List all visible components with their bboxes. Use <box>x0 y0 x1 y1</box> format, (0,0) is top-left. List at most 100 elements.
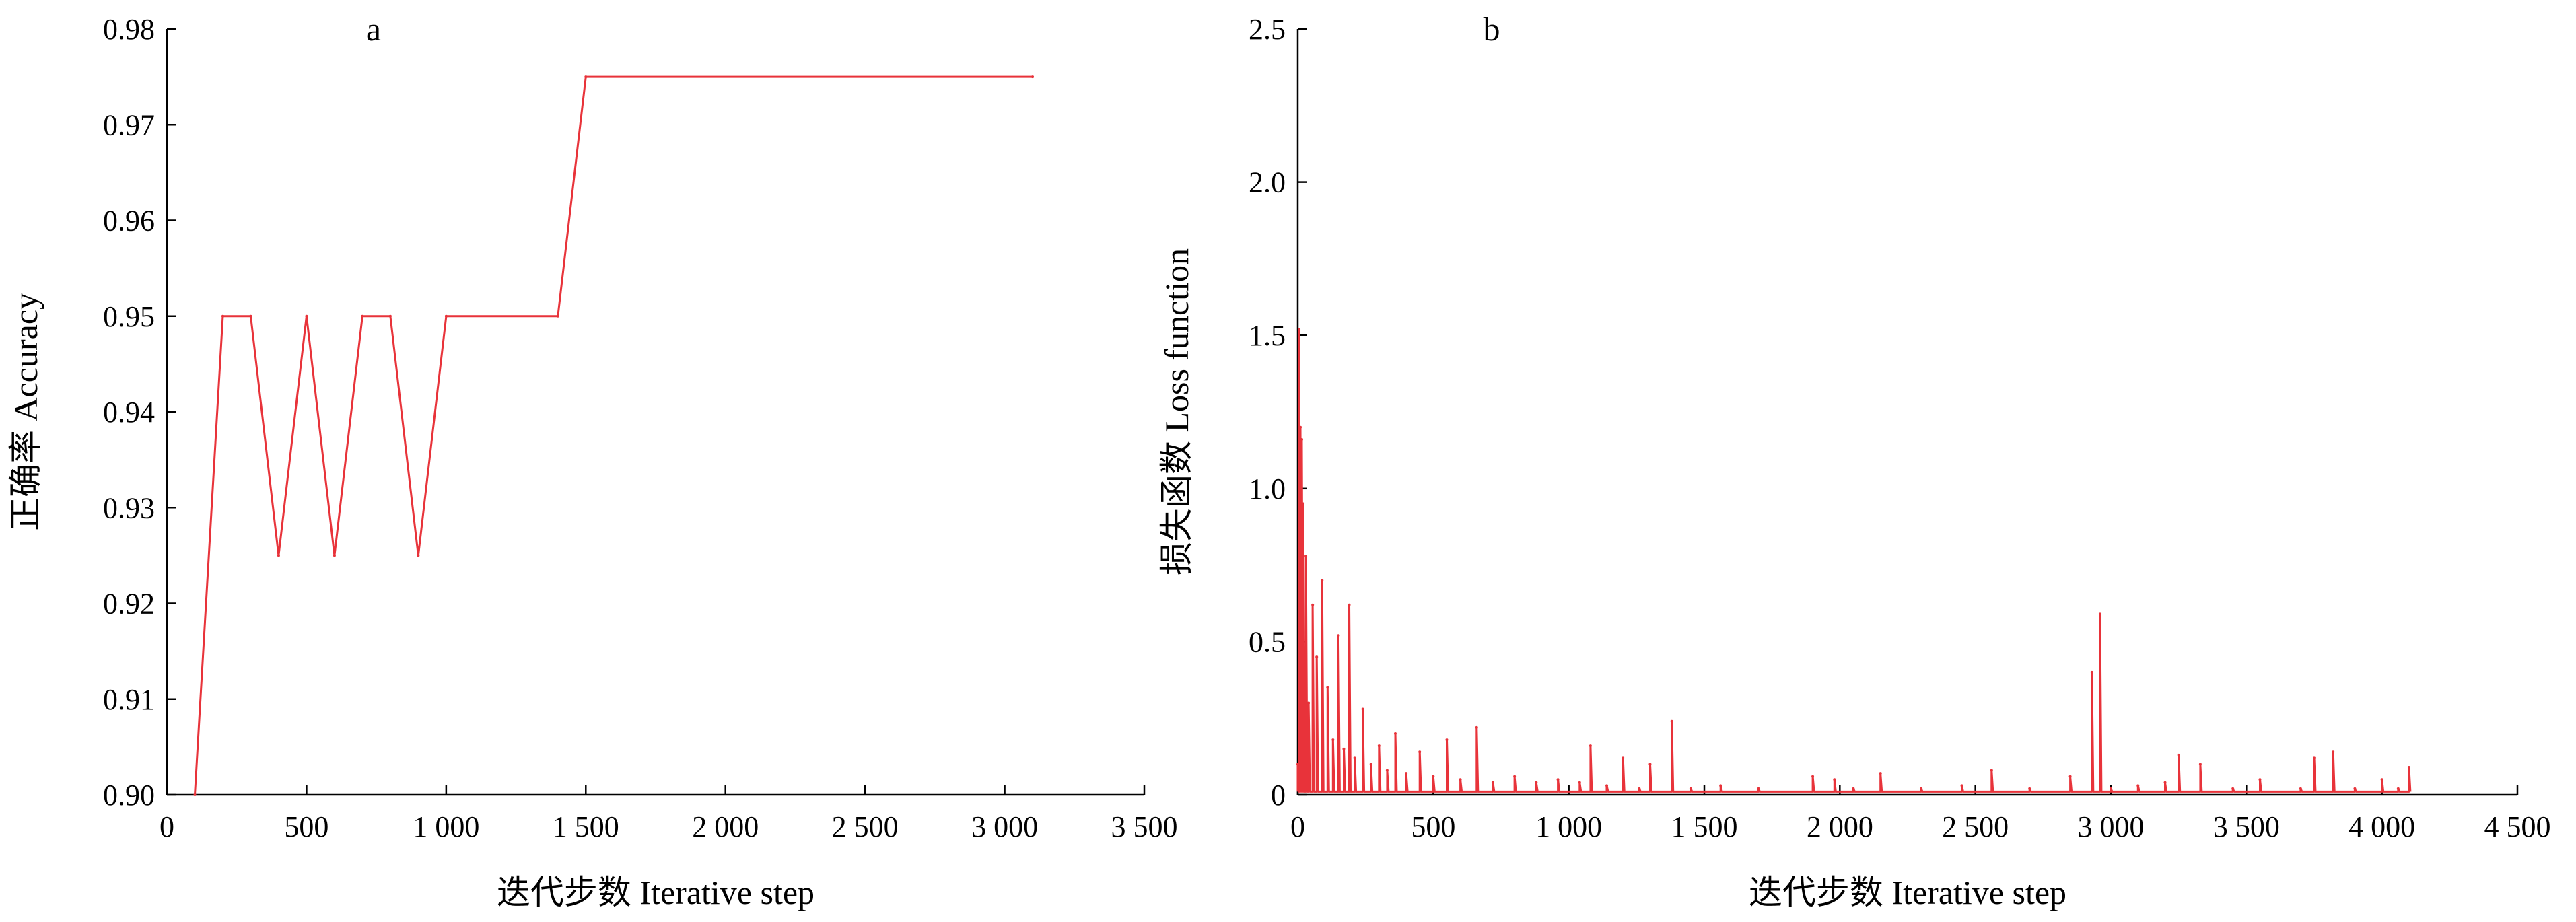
loss-point <box>1315 655 1319 659</box>
x-tick-label: 2 500 <box>1942 810 2009 843</box>
x-tick-label: 0 <box>160 810 174 843</box>
y-tick-label: 0.93 <box>103 491 155 524</box>
accuracy-point <box>277 554 280 557</box>
loss-point <box>1321 579 1324 582</box>
loss-point <box>1377 744 1381 748</box>
accuracy-point <box>193 793 197 796</box>
loss-point <box>1385 769 1389 772</box>
loss-point <box>2396 787 2400 790</box>
loss-point <box>2090 670 2093 674</box>
x-tick-label: 0 <box>1290 810 1305 843</box>
loss-point <box>2299 787 2302 790</box>
loss-point <box>1757 787 1760 790</box>
x-tick-label: 2 000 <box>692 810 759 843</box>
loss-point <box>2380 778 2383 781</box>
y-tick-label: 0.5 <box>1249 625 1286 658</box>
loss-point <box>1852 787 1855 790</box>
loss-point <box>1361 707 1364 711</box>
loss-point <box>1300 437 1304 441</box>
loss-line <box>1296 328 2412 793</box>
loss-point <box>2258 778 2262 781</box>
loss-point <box>1307 701 1311 705</box>
loss-point <box>1578 781 1581 784</box>
accuracy-point <box>584 75 588 79</box>
loss-point <box>1459 778 1462 781</box>
loss-point <box>2332 750 2335 754</box>
accuracy-point <box>388 314 392 318</box>
loss-point <box>1348 603 1351 606</box>
loss-point <box>2407 766 2410 769</box>
accuracy-point <box>249 314 252 318</box>
y-tick-label: 1.0 <box>1249 472 1286 505</box>
accuracy-point <box>444 314 448 318</box>
y-tick-label: 2.0 <box>1249 166 1286 199</box>
accuracy-point <box>361 314 364 318</box>
x-axis-title: 迭代步数 Iterative step <box>497 874 814 911</box>
loss-point <box>1445 738 1449 742</box>
loss-point <box>1960 784 1963 787</box>
loss-point <box>2110 787 2112 790</box>
loss-point <box>1638 787 1641 790</box>
y-tick-label: 2.5 <box>1249 13 1286 46</box>
loss-point <box>1311 603 1315 606</box>
x-tick-label: 1 500 <box>553 810 619 843</box>
loss-point <box>1833 778 1836 781</box>
loss-point <box>1326 686 1329 689</box>
loss-point <box>1920 787 1923 790</box>
loss-point <box>1369 763 1372 766</box>
loss-point <box>1405 772 1408 775</box>
loss-point <box>1589 744 1592 748</box>
loss-point <box>1605 784 1609 787</box>
panel-label: a <box>366 10 381 48</box>
loss-point <box>1811 775 1815 778</box>
loss-point <box>1513 775 1517 778</box>
x-tick-label: 500 <box>1411 810 1455 843</box>
loss-point <box>1990 769 1993 772</box>
x-tick-label: 1 500 <box>1671 810 1738 843</box>
y-tick-label: 0.94 <box>103 396 155 429</box>
loss-point <box>2198 763 2202 766</box>
loss-point <box>1491 781 1494 784</box>
accuracy-point <box>417 554 420 557</box>
y-tick-label: 0 <box>1271 779 1286 812</box>
loss-point <box>1299 425 1302 429</box>
loss-point <box>1719 784 1722 787</box>
chart-panel-b: 0 0.5 1.0 1.5 2.0 2.5 0 500 1 000 1 500 2 000 2 500… <box>1158 10 2551 911</box>
y-axis-title: 正确率 Accuracy <box>7 293 44 531</box>
loss-point <box>1298 328 1301 331</box>
loss-point <box>1296 763 1299 766</box>
loss-point <box>1393 732 1397 735</box>
accuracy-line <box>194 75 1033 795</box>
x-axis-title: 迭代步数 Iterative step <box>1749 874 2066 911</box>
accuracy-point <box>305 314 308 318</box>
loss-point <box>1535 781 1538 784</box>
x-tick-label: 1 000 <box>1535 810 1602 843</box>
loss-point <box>1622 756 1625 760</box>
x-tick-label: 3 500 <box>2213 810 2280 843</box>
loss-point <box>2068 775 2072 778</box>
accuracy-point <box>556 314 559 318</box>
y-tick-label: 0.95 <box>103 300 155 333</box>
accuracy-point <box>1031 75 1035 79</box>
y-axis-title: 损失函数 Loss function <box>1158 248 1195 575</box>
x-tick-label: 2 500 <box>832 810 899 843</box>
x-tick-label: 500 <box>284 810 328 843</box>
x-tick-label: 4 000 <box>2348 810 2415 843</box>
y-tick-label: 0.92 <box>103 588 155 620</box>
loss-point <box>2163 781 2167 784</box>
accuracy-point <box>333 554 336 557</box>
x-tick-label: 1 000 <box>413 810 479 843</box>
loss-point <box>2231 787 2235 790</box>
loss-point <box>1353 756 1356 760</box>
loss-point <box>1556 778 1560 781</box>
loss-point <box>1337 634 1340 637</box>
loss-point <box>2313 756 2316 760</box>
x-tick-label: 4 500 <box>2484 810 2551 843</box>
loss-point <box>2136 784 2140 787</box>
y-tick-label: 0.98 <box>103 13 155 46</box>
x-tick-label: 2 000 <box>1807 810 1873 843</box>
y-tick-label: 0.91 <box>103 683 155 716</box>
x-tick-label: 3 500 <box>1111 810 1178 843</box>
loss-point <box>1304 554 1308 557</box>
